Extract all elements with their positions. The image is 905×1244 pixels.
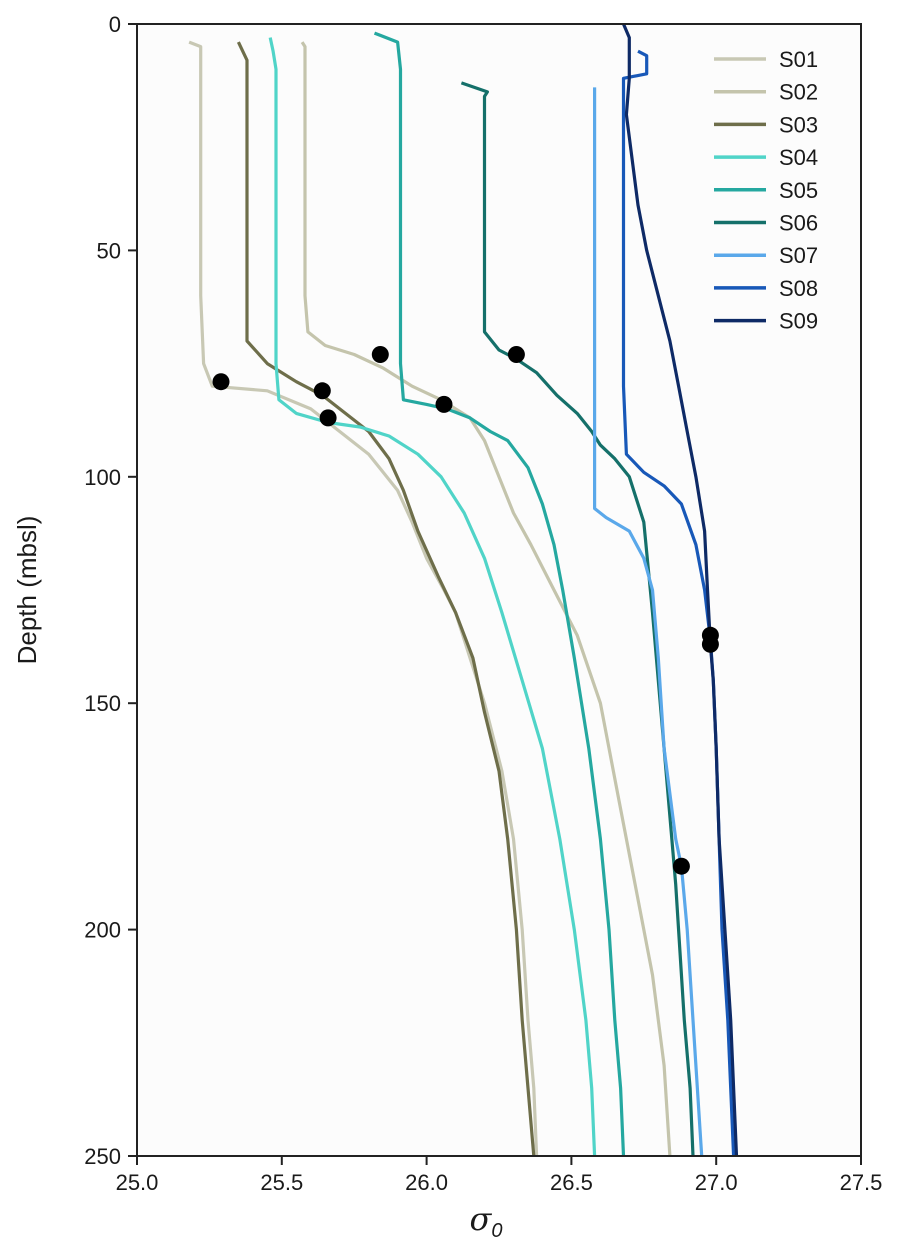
x-axis-title-symbol: σ [470,1200,493,1238]
y-tick-label: 250 [84,1144,121,1169]
legend-label-s02: S02 [779,80,818,105]
marker-point-4 [319,409,337,427]
legend-label-s04: S04 [779,145,818,170]
legend-label-s07: S07 [779,243,818,268]
series-line-s02 [300,41,672,1157]
x-tick-label: 27.0 [695,1170,738,1195]
y-tick-label: 150 [84,691,121,716]
x-tick-label: 26.5 [550,1170,593,1195]
legend-label-s09: S09 [779,309,818,334]
x-axis-title-subscript: 0 [491,1220,502,1242]
x-axis-ticks: 25.0 25.5 26.0 26.5 27.0 27.5 [116,1156,883,1195]
legend: S01 S02 S03 S04 S05 S06 S07 S08 S09 [714,47,818,334]
marker-point-6 [507,346,525,363]
marker-point-3 [371,346,389,363]
y-tick-label: 50 [97,238,121,263]
series-line-s05 [373,31,626,1157]
x-tick-label: 25.5 [260,1170,303,1195]
legend-label-s08: S08 [779,276,818,301]
marker-point-5 [435,395,453,413]
series-line-s07 [593,87,704,1157]
legend-label-s06: S06 [779,211,818,236]
y-axis-title: Depth (mbsl) [12,516,42,665]
y-tick-label: 200 [84,918,121,943]
x-axis-title: σ0 [470,1200,503,1242]
marker-point-2 [313,382,331,400]
plot-frame [136,23,862,1157]
y-tick-label: 100 [84,465,121,490]
series-line-s04 [268,37,597,1157]
marker-point-7 [672,857,690,875]
x-tick-label: 25.0 [116,1170,159,1195]
series-line-s03 [236,41,536,1157]
marker-point-1 [212,373,230,391]
series-line-s06 [460,81,695,1157]
legend-label-s03: S03 [779,112,818,137]
series-line-s09 [622,23,739,1157]
legend-label-s01: S01 [779,47,818,72]
legend-label-s05: S05 [779,178,818,203]
series-layer [188,23,739,1157]
x-tick-label: 27.5 [840,1170,883,1195]
y-tick-label: 0 [109,12,121,37]
x-tick-label: 26.0 [405,1170,448,1195]
series-line-s01 [188,40,539,1157]
marker-layer [212,346,719,875]
y-axis-ticks: 0 50 100 150 200 250 [84,12,137,1169]
plot-background [137,24,861,1156]
marker-point-9 [701,635,719,653]
